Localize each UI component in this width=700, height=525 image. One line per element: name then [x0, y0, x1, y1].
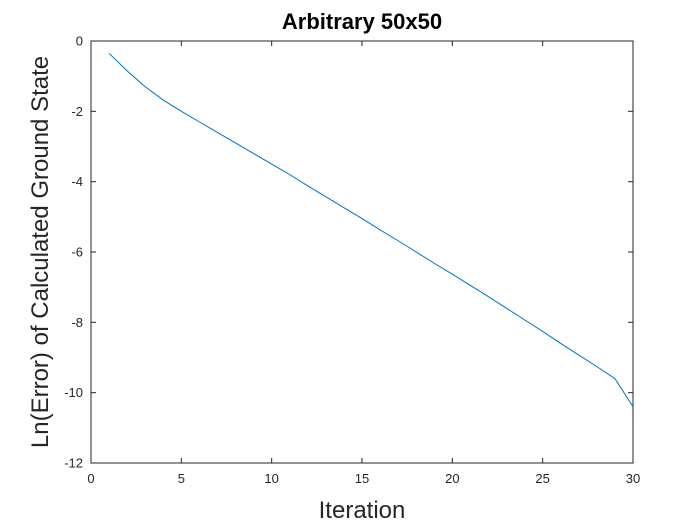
x-tick-label: 15 — [355, 471, 369, 486]
x-tick-label: 5 — [178, 471, 185, 486]
y-tick-label: -6 — [71, 245, 83, 260]
series-line — [108, 52, 634, 408]
x-tick-label: 30 — [626, 471, 640, 486]
x-tick-label: 20 — [445, 471, 459, 486]
axis-ticks: 0 5 10 15 20 25 30 0 -2 -4 -6 -8 -10 -12 — [64, 34, 640, 487]
y-tick-label: -4 — [71, 174, 83, 189]
x-axis-label: Iteration — [319, 497, 406, 524]
y-tick-label: -8 — [71, 315, 83, 330]
y-tick-label: -12 — [64, 456, 83, 471]
y-tick-label: -2 — [71, 104, 83, 119]
y-tick-label: 0 — [76, 34, 83, 49]
y-axis-label: Ln(Error) of Calculated Ground State — [27, 56, 54, 448]
y-tick-label: -10 — [64, 385, 83, 400]
x-tick-label: 0 — [87, 471, 94, 486]
chart-title: Arbitrary 50x50 — [282, 9, 442, 34]
series-layer — [108, 52, 634, 408]
x-tick-label: 25 — [535, 471, 549, 486]
x-tick-label: 10 — [264, 471, 278, 486]
plot-area — [90, 40, 634, 464]
